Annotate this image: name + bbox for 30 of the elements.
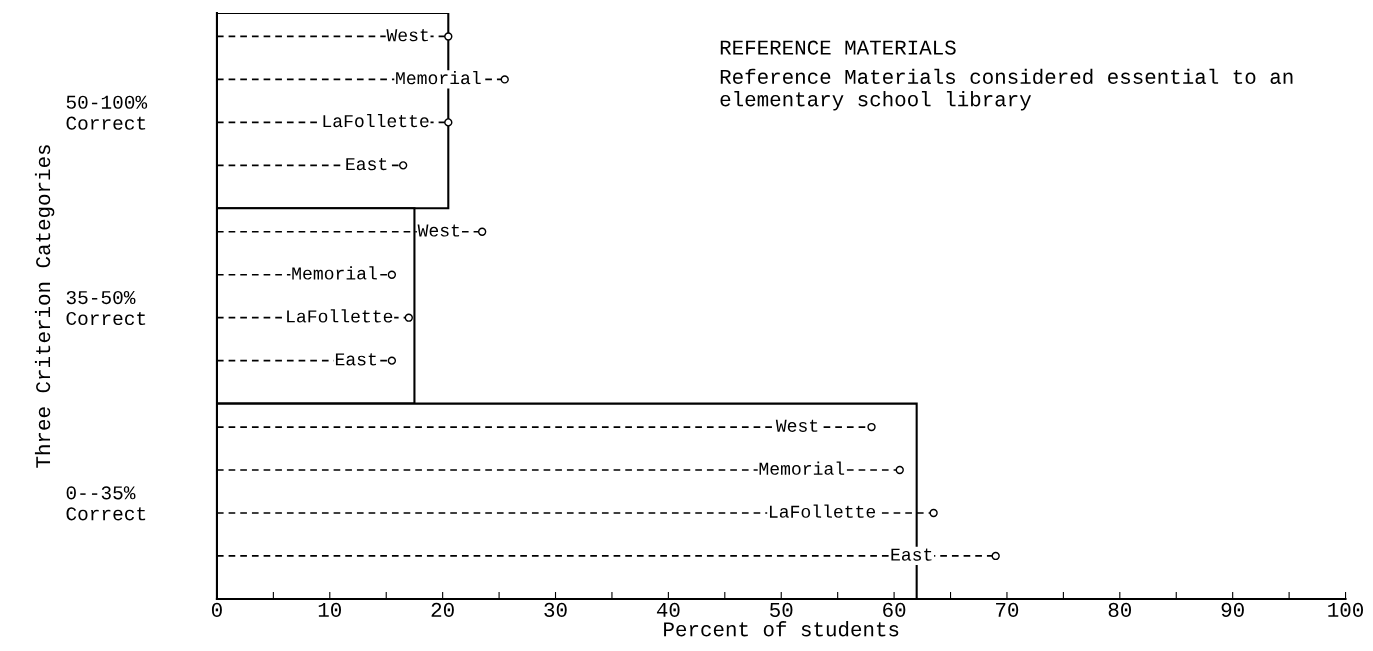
- text: West: [386, 29, 428, 42]
- x-tick-label: 60: [883, 602, 906, 617]
- x-tick-label: 90: [1221, 602, 1244, 617]
- text: LaFollette: [323, 113, 429, 128]
- x-tick-label: 20: [431, 602, 454, 617]
- series-label: LaFollette: [287, 309, 393, 323]
- y-tick-label: 0--35% Correct: [66, 486, 146, 521]
- annotation: Reference Materials considered essential to an elementary school library: [720, 68, 1293, 111]
- x-tick-label: 30: [544, 602, 567, 617]
- series-label: West: [417, 224, 460, 237]
- x-tick-label: 70: [996, 602, 1019, 617]
- text: Memorial: [396, 71, 481, 85]
- x-tick-label: 50: [770, 602, 793, 617]
- y-tick-label: 35-50% Correct: [66, 290, 146, 326]
- text: East: [346, 158, 387, 171]
- series-label: East: [335, 353, 376, 366]
- series-label: Memorial: [292, 266, 377, 280]
- text: Memorial: [759, 461, 845, 475]
- text: LaFollette: [769, 504, 876, 518]
- x-tick-label: 0: [211, 602, 222, 617]
- y-axis-title: Three Criterion Categories: [34, 145, 55, 468]
- x-axis-title: Percent of students: [664, 621, 899, 637]
- text: East: [891, 548, 932, 561]
- text: West: [775, 419, 818, 432]
- x-tick-label: 100: [1328, 602, 1364, 617]
- text: REFERENCE MATERIALS: [720, 40, 956, 55]
- x-tick-label: 40: [656, 602, 680, 617]
- y-tick-label: 50-100% Correct: [66, 95, 148, 130]
- x-tick-label: 10: [318, 602, 342, 617]
- x-tick-label: 80: [1108, 602, 1132, 617]
